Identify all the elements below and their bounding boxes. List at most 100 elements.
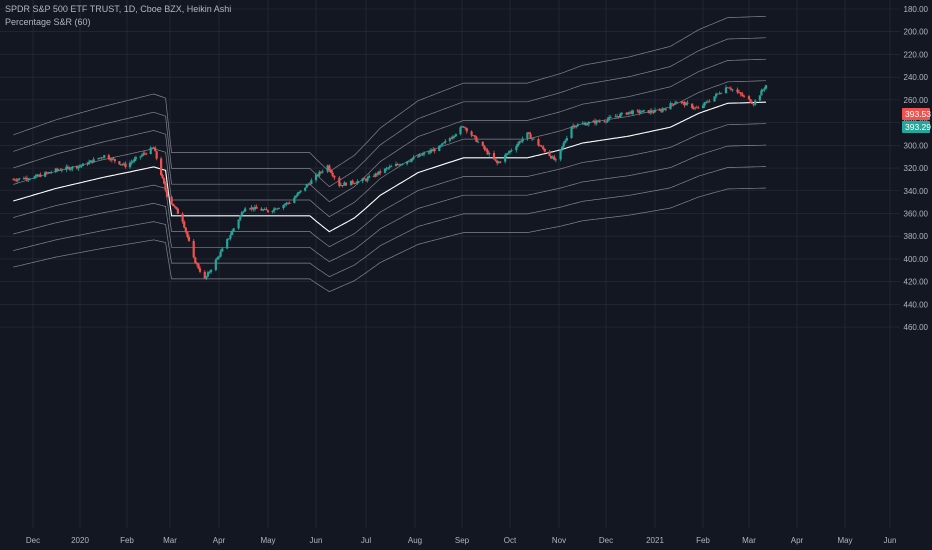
candle-down (173, 205, 176, 207)
candle-up (242, 211, 245, 213)
candle-up (641, 110, 644, 113)
candle-up (505, 153, 508, 155)
time-axis[interactable]: Dec 2020 Feb Mar Apr May Jun Jul Aug Sep Oct Nov Dec… (26, 536, 897, 545)
candle-down (538, 145, 542, 147)
candle-down (333, 175, 336, 178)
candle-up (237, 219, 240, 229)
y-tick-label: 460.00 (904, 323, 929, 332)
candle-up (54, 168, 57, 173)
candle-down (195, 263, 198, 265)
candle-up (758, 95, 761, 101)
candle-up (674, 102, 677, 105)
candle-up (576, 124, 579, 127)
candle-up (244, 208, 247, 212)
candle-up (219, 251, 222, 257)
candle-up (28, 178, 32, 180)
candle-up (122, 163, 126, 165)
candle-up (103, 155, 106, 158)
price-tag-label: 393.53 (905, 109, 931, 119)
candle-up (619, 114, 622, 118)
candle-up (575, 126, 578, 128)
candle-down (739, 92, 742, 95)
candle-up (240, 212, 243, 216)
candle-up (356, 180, 359, 184)
chart-title[interactable]: SPDR S&P 500 ETF TRUST, 1D, Cboe BZX, He… (5, 4, 232, 14)
candle-down (680, 101, 683, 103)
candle-up (65, 166, 68, 171)
x-tick-label: Jul (361, 536, 371, 545)
candle-down (39, 174, 42, 177)
price-axis[interactable]: 180.00200.00220.00240.00260.00280.00300.… (904, 5, 929, 332)
candle-up (349, 180, 353, 186)
x-tick-label: Jun (310, 536, 323, 545)
band-line (13, 144, 766, 263)
candle-up (761, 89, 765, 91)
candle-down (726, 87, 729, 89)
price-tag: 393.53 (902, 108, 931, 120)
y-tick-label: 320.00 (904, 164, 929, 173)
candle-down (658, 109, 661, 111)
x-tick-label: Nov (552, 536, 566, 545)
x-tick-label: Feb (120, 536, 134, 545)
y-tick-label: 260.00 (904, 96, 929, 105)
candle-up (394, 164, 398, 167)
candle-down (265, 208, 268, 211)
candle-down (331, 172, 334, 176)
candle-down (13, 179, 16, 181)
candle-down (328, 165, 331, 171)
candle-up (572, 125, 575, 127)
candle-up (562, 142, 565, 147)
candle-down (351, 180, 354, 184)
candle-up (649, 110, 652, 114)
candle-up (128, 162, 132, 168)
candle-down (729, 88, 733, 90)
x-tick-label: 2021 (646, 536, 664, 545)
candle-up (653, 109, 657, 113)
x-tick-label: Dec (599, 536, 613, 545)
candle-down (473, 135, 476, 137)
candle-up (421, 154, 424, 156)
candle-up (427, 152, 430, 154)
candle-up (305, 184, 308, 188)
candle-down (372, 176, 376, 177)
x-tick-label: Feb (696, 536, 710, 545)
candle-up (438, 145, 441, 152)
y-tick-label: 380.00 (904, 232, 929, 241)
candle-up (142, 153, 145, 156)
price-tag-box (902, 108, 930, 120)
candle-up (205, 276, 208, 279)
candle-up (226, 239, 229, 249)
candle-up (508, 150, 512, 153)
candle-up (374, 173, 377, 177)
candle-down (519, 141, 523, 143)
candle-down (56, 168, 59, 171)
candle-up (615, 116, 619, 118)
candle-down (338, 177, 341, 187)
candle-up (570, 126, 573, 139)
y-tick-label: 180.00 (904, 5, 929, 14)
candle-up (592, 120, 595, 123)
candle-down (12, 179, 15, 181)
band-line (13, 123, 767, 248)
candle-up (60, 170, 63, 171)
candle-up (152, 147, 155, 149)
candle-down (430, 150, 433, 152)
x-tick-label: Jun (884, 536, 897, 545)
heikin-ashi-candles (12, 84, 768, 281)
candle-up (81, 163, 85, 166)
candle-down (527, 132, 531, 134)
candle-up (283, 204, 287, 206)
indicator-legend[interactable]: Percentage S&R (60) (5, 17, 91, 27)
candle-up (551, 156, 554, 159)
x-tick-label: Mar (163, 536, 177, 545)
candle-down (593, 120, 597, 124)
candle-up (627, 112, 630, 115)
candle-up (50, 172, 53, 173)
candle-down (107, 155, 110, 160)
y-tick-label: 240.00 (904, 73, 929, 82)
candle-up (134, 157, 137, 159)
candle-up (293, 197, 296, 204)
candle-down (532, 138, 535, 140)
candle-down (151, 147, 154, 149)
